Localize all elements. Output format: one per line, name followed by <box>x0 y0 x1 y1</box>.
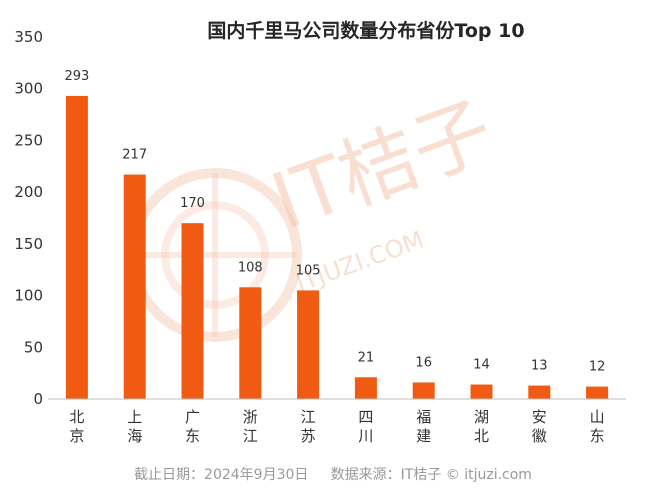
bar <box>354 377 377 399</box>
bar-series <box>65 95 609 399</box>
bar-value-label: 13 <box>531 359 548 374</box>
bar <box>239 287 262 399</box>
y-tick-label: 100 <box>14 287 43 305</box>
bar-value-label: 14 <box>473 358 490 373</box>
x-tick-label: 湖北 <box>474 408 489 445</box>
bar <box>470 384 493 399</box>
x-tick-label: 江苏 <box>301 408 316 445</box>
x-tick-label: 浙江 <box>243 408 258 445</box>
bar <box>586 386 609 399</box>
watermark-brand: IT桔子 <box>261 86 505 248</box>
bar <box>123 174 146 399</box>
y-tick-label: 200 <box>14 183 43 201</box>
bar-value-label: 105 <box>296 263 321 278</box>
bar <box>528 385 551 399</box>
x-tick-label: 山东 <box>590 408 605 445</box>
y-tick-label: 0 <box>33 390 43 408</box>
y-axis-ticks: 0 50 100 150 200 250 300 350 <box>14 28 43 408</box>
bar-value-label: 12 <box>589 360 606 375</box>
chart-title: 国内千里马公司数量分布省份Top 10 <box>207 19 524 42</box>
bar-value-label: 293 <box>64 69 89 84</box>
bar-value-label: 21 <box>358 350 375 365</box>
y-tick-label: 300 <box>14 80 43 98</box>
y-tick-label: 350 <box>14 28 43 46</box>
bar <box>297 290 320 399</box>
bar-value-label: 16 <box>415 355 432 370</box>
x-tick-label: 上海 <box>127 408 142 445</box>
footer-source: 截止日期：2024年9月30日 数据来源：IT桔子 © itjuzi.com <box>134 467 532 483</box>
bar <box>412 382 435 399</box>
x-tick-label: 北京 <box>69 408 84 445</box>
bar <box>65 95 88 399</box>
x-tick-label: 安徽 <box>532 408 547 445</box>
x-tick-label: 四川 <box>358 408 373 445</box>
value-labels: 293 217 170 108 105 21 16 14 13 12 <box>64 69 605 375</box>
x-tick-label: 福建 <box>416 408 431 445</box>
bar-value-label: 170 <box>180 196 205 211</box>
bar-value-label: 217 <box>122 148 147 163</box>
x-axis-labels: 北京 上海 广东 浙江 江苏 四川 福建 湖北 安徽 山东 <box>69 408 604 445</box>
y-tick-label: 250 <box>14 131 43 149</box>
y-tick-label: 50 <box>24 338 43 356</box>
bar <box>181 223 204 399</box>
bar-value-label: 108 <box>238 260 263 275</box>
x-tick-label: 广东 <box>185 408 200 445</box>
y-tick-label: 150 <box>14 235 43 253</box>
